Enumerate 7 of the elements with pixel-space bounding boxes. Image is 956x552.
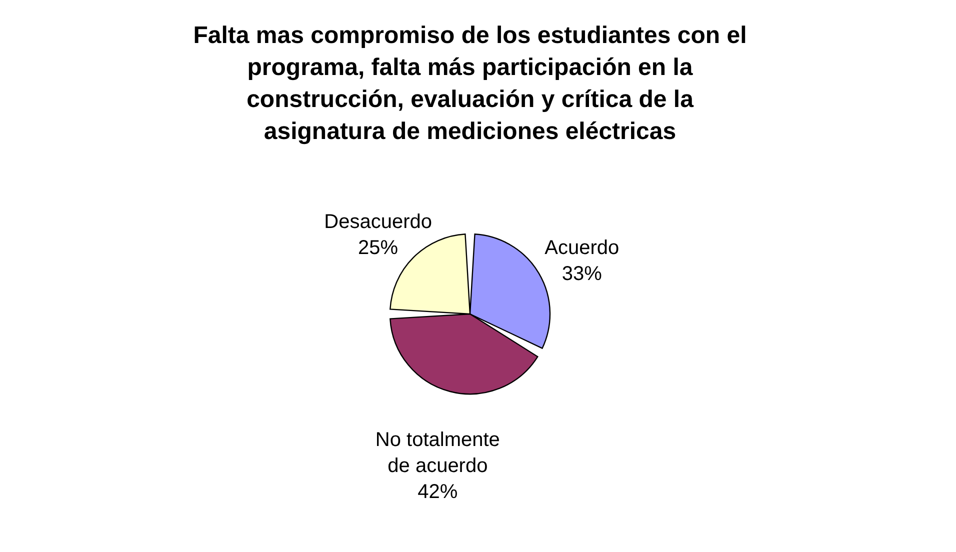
slice-label: Desacuerdo (324, 211, 432, 234)
data-label: 33% (562, 262, 602, 285)
slice-label: No totalmente de acuerdo (375, 428, 500, 477)
data-label: 42% (418, 480, 458, 503)
data-label: 25% (358, 237, 398, 260)
slice-label: Acuerdo (544, 236, 620, 259)
chart-title: Falta mas compromiso de los estudiantes con el programa, falta más participación en la construcción, evaluación y crítica de la asignatura de mediciones eléctricas (193, 22, 747, 145)
